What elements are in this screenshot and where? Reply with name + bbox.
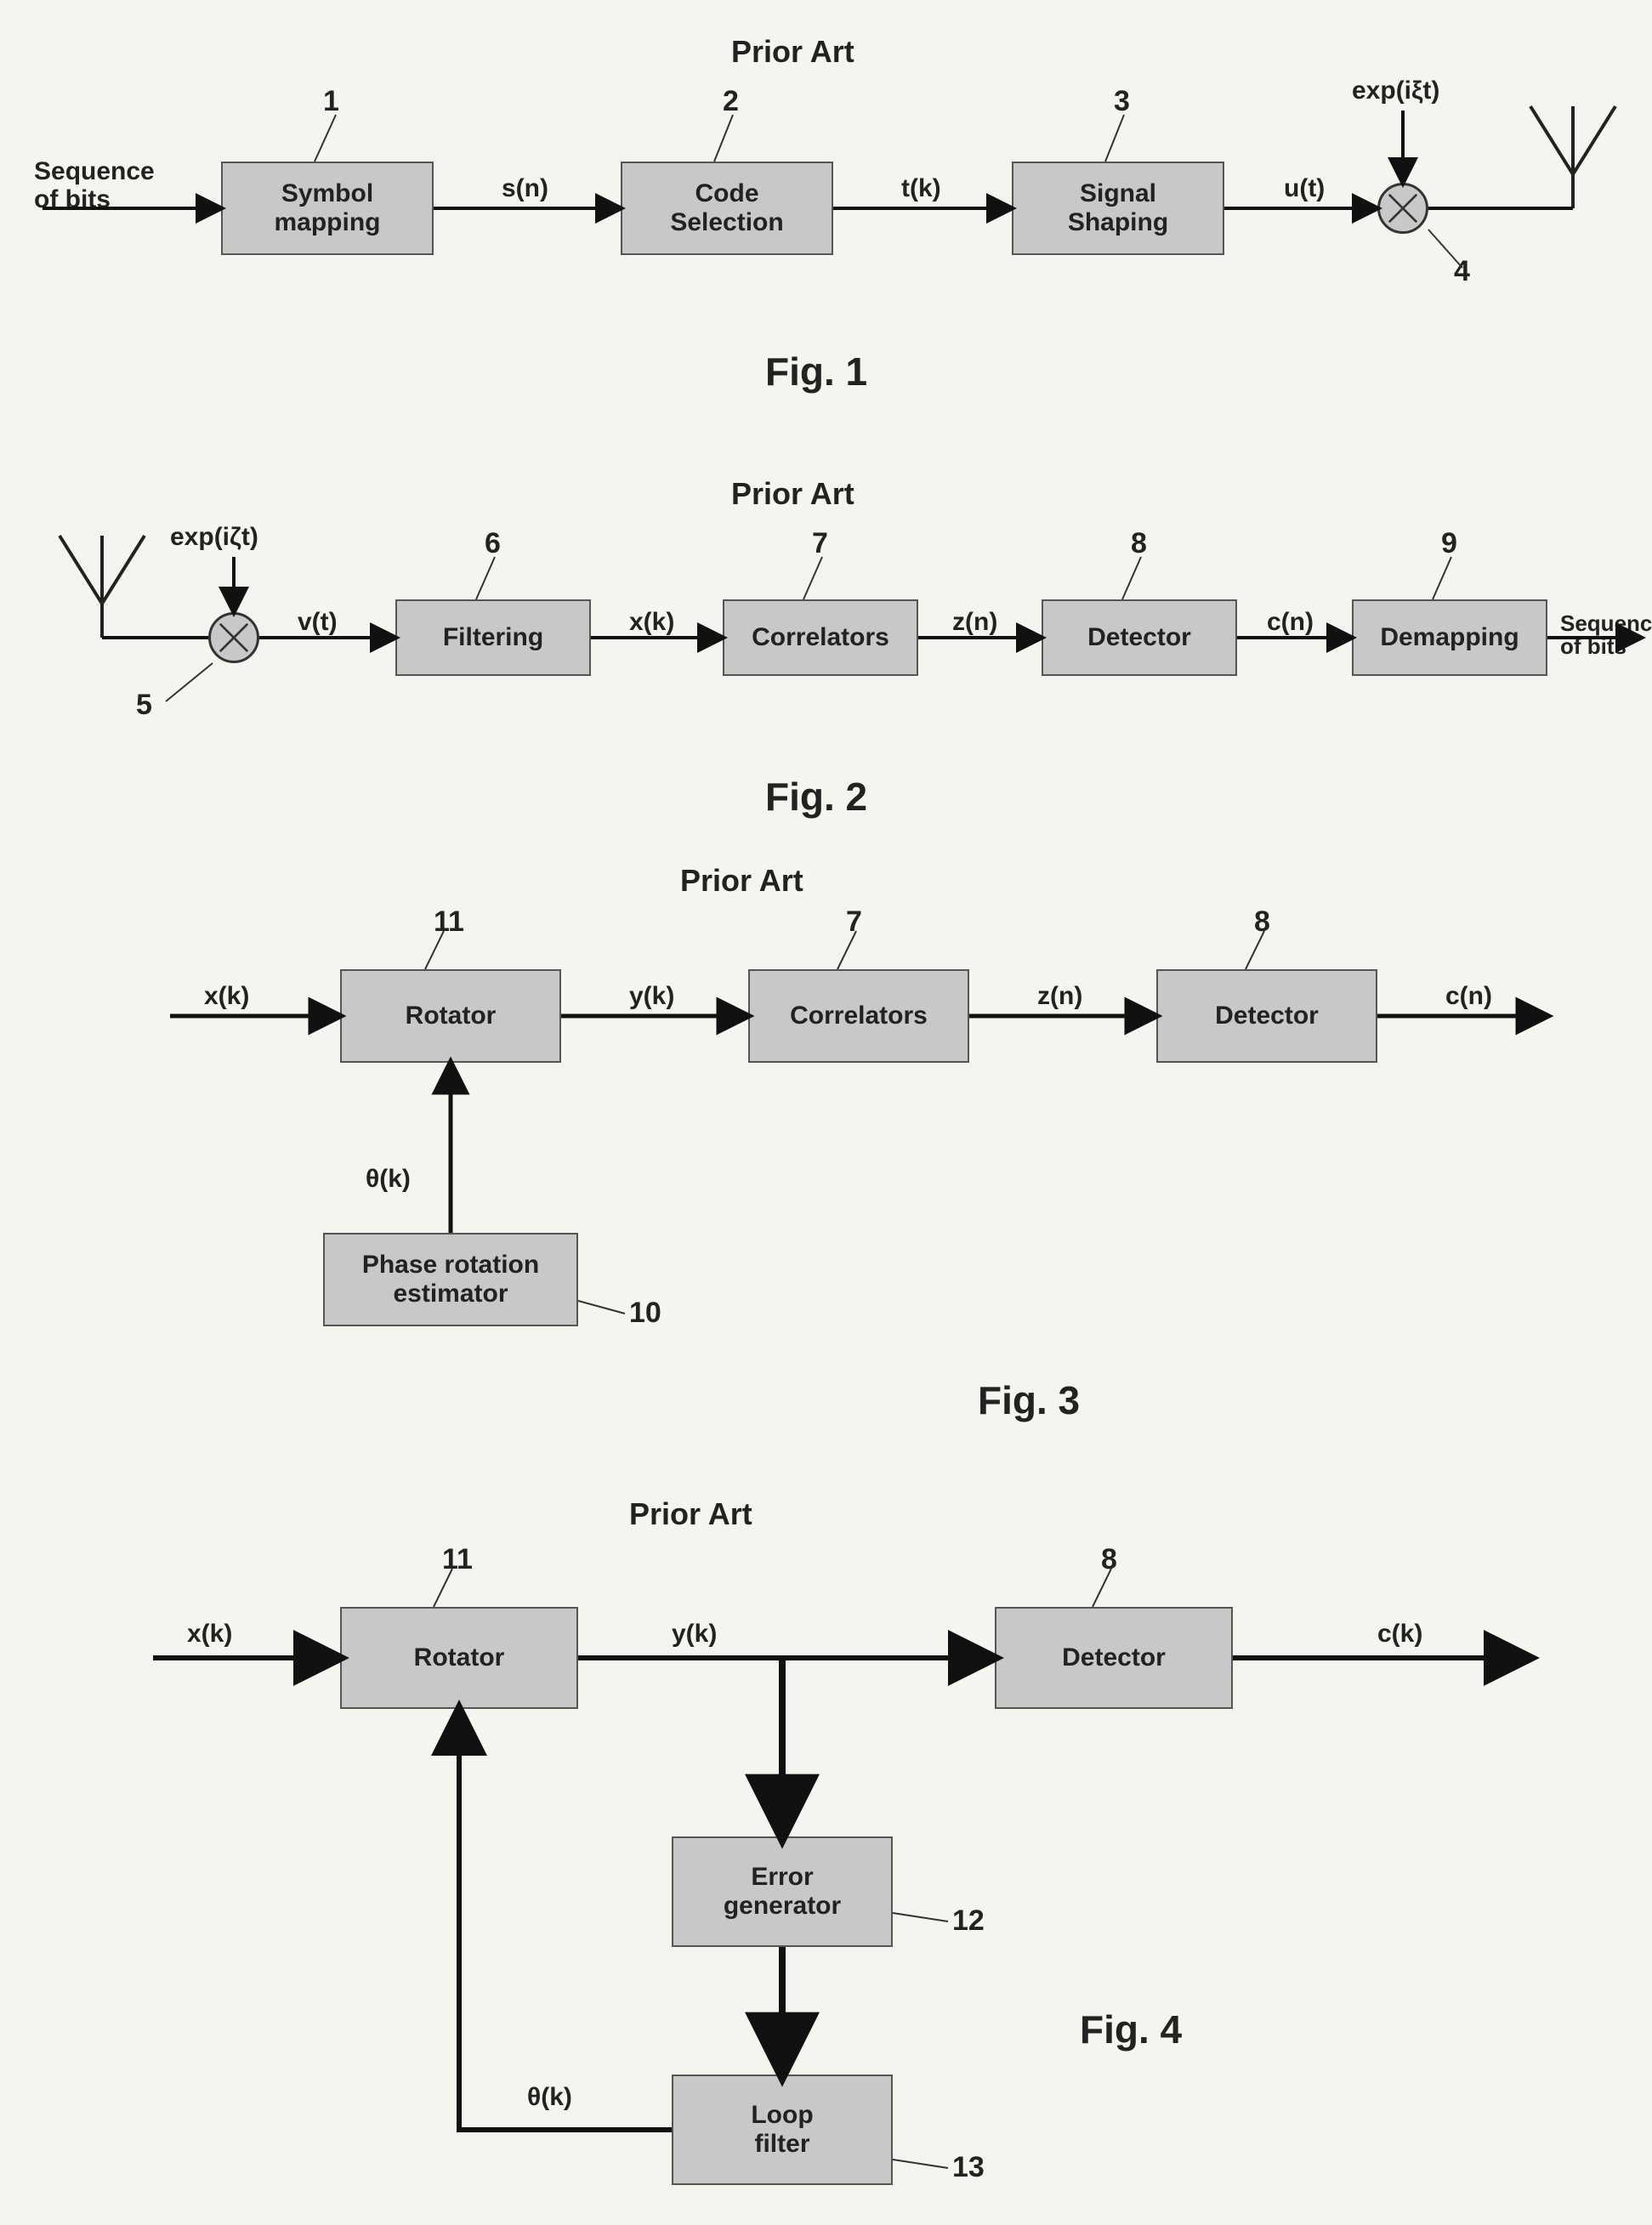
fig4-block-detector: Detector: [995, 1607, 1233, 1709]
fig2-sig-x: x(k): [629, 608, 674, 637]
fig1-num-2: 2: [723, 85, 739, 118]
fig3-block-detector: Detector: [1156, 969, 1377, 1063]
fig1-block-symbol-mapping: Symbolmapping: [221, 162, 434, 255]
fig4-num-11: 11: [442, 1543, 473, 1576]
fig3-caption: Fig. 3: [978, 1377, 1080, 1423]
fig4-prior-art: Prior Art: [629, 1496, 752, 1532]
fig3-sig-c: c(n): [1445, 982, 1492, 1011]
fig4-block-loop-filter: Loopfilter: [672, 2075, 893, 2185]
fig2-sig-z: z(n): [952, 608, 997, 637]
fig1-sig-t: t(k): [901, 174, 941, 203]
fig3-num-10: 10: [629, 1297, 661, 1330]
fig1-num-1: 1: [323, 85, 339, 118]
fig2-block-detector: Detector: [1042, 599, 1237, 676]
fig3-num-7: 7: [846, 905, 862, 939]
fig1-num-4: 4: [1454, 255, 1470, 288]
fig1-input-label: Sequenceof bits: [34, 157, 155, 213]
fig2-mixer: [208, 612, 259, 663]
fig4-sig-y: y(k): [672, 1620, 717, 1649]
fig3-block-correlators: Correlators: [748, 969, 969, 1063]
page: Prior Art Sequenceof bits Symbolmapping …: [0, 0, 1652, 2225]
fig2-block-filtering: Filtering: [395, 599, 591, 676]
fig2-sig-c: c(n): [1267, 608, 1314, 637]
fig2-sig-v: v(t): [298, 608, 338, 637]
fig3-prior-art: Prior Art: [680, 863, 803, 899]
fig4-block-error-generator: Errorgenerator: [672, 1836, 893, 1947]
fig4-num-12: 12: [952, 1904, 985, 1938]
fig2-mixer-label: exp(iζt): [170, 523, 258, 552]
fig1-mixer: [1377, 183, 1428, 234]
fig2-prior-art: Prior Art: [731, 476, 854, 512]
fig3-sig-z: z(n): [1037, 982, 1082, 1011]
fig4-num-13: 13: [952, 2151, 985, 2184]
fig2-num-7: 7: [812, 527, 828, 560]
fig1-mixer-label: exp(iξt): [1352, 77, 1439, 105]
fig4-block-rotator: Rotator: [340, 1607, 578, 1709]
fig4-sig-c: c(k): [1377, 1620, 1422, 1649]
fig2-num-5: 5: [136, 689, 152, 722]
fig3-block-rotator: Rotator: [340, 969, 561, 1063]
fig2-block-correlators: Correlators: [723, 599, 918, 676]
fig1-prior-art: Prior Art: [731, 34, 854, 70]
fig1-num-3: 3: [1114, 85, 1130, 118]
fig3-num-8: 8: [1254, 905, 1270, 939]
fig4-num-8: 8: [1101, 1543, 1117, 1576]
fig1-caption: Fig. 1: [765, 349, 867, 394]
fig2-antenna-icon: [51, 527, 153, 667]
fig2-num-8: 8: [1131, 527, 1147, 560]
fig3-sig-theta: θ(k): [366, 1165, 411, 1194]
fig4-sig-theta: θ(k): [527, 2083, 572, 2112]
fig3-num-11: 11: [434, 905, 464, 939]
fig2-caption: Fig. 2: [765, 774, 867, 820]
fig2-block-demapping: Demapping: [1352, 599, 1547, 676]
fig2-output-label: Sequenceof bits: [1560, 612, 1652, 659]
fig1-sig-u: u(t): [1284, 174, 1325, 203]
fig3-block-phase-estimator: Phase rotationestimator: [323, 1233, 578, 1326]
fig4-sig-x: x(k): [187, 1620, 232, 1649]
fig1-sig-s: s(n): [502, 174, 548, 203]
fig1-antenna-icon: [1522, 98, 1624, 238]
fig2-num-6: 6: [485, 527, 501, 560]
fig2-num-9: 9: [1441, 527, 1457, 560]
fig3-sig-x: x(k): [204, 982, 249, 1011]
fig1-block-signal-shaping: SignalShaping: [1012, 162, 1224, 255]
fig3-sig-y: y(k): [629, 982, 674, 1011]
fig1-block-code-selection: CodeSelection: [621, 162, 833, 255]
fig4-caption: Fig. 4: [1080, 2006, 1182, 2052]
